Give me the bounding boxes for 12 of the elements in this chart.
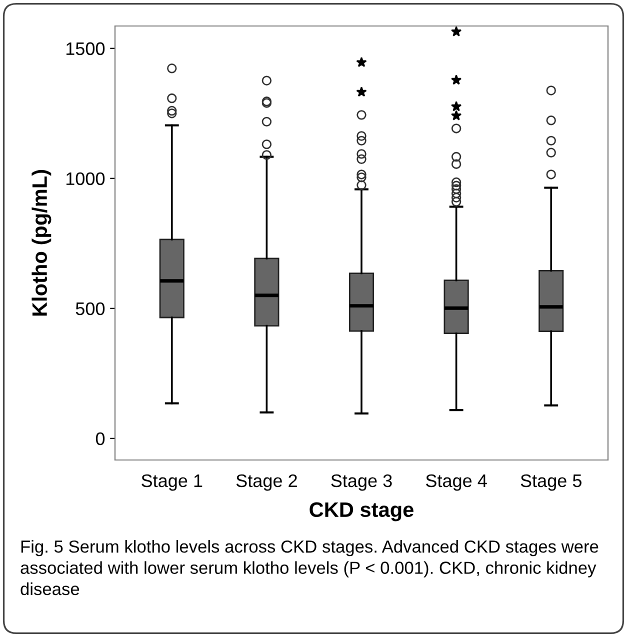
- y-axis-title: Klotho (pg/mL): [32, 170, 52, 316]
- x-tick-label: Stage 4: [426, 474, 487, 491]
- y-tick-label: 1000: [66, 172, 105, 186]
- x-axis-title: CKD stage: [310, 502, 414, 522]
- x-tick-label: Stage 3: [331, 474, 392, 491]
- y-tick-label: 0: [96, 432, 105, 446]
- x-tick-label: Stage 1: [142, 474, 202, 491]
- x-tick-label: Stage 2: [236, 474, 297, 491]
- y-tick-label: 500: [76, 302, 105, 316]
- x-tick-label: Stage 5: [520, 474, 582, 491]
- caption: Fig. 5 Serum klotho levels across CKD stages. Advanced CKD stages were associated with lower serum klotho levels (P < 0.001). CKD, chronic kidney disease: [20, 540, 598, 596]
- y-tick-label: 1500: [66, 42, 105, 56]
